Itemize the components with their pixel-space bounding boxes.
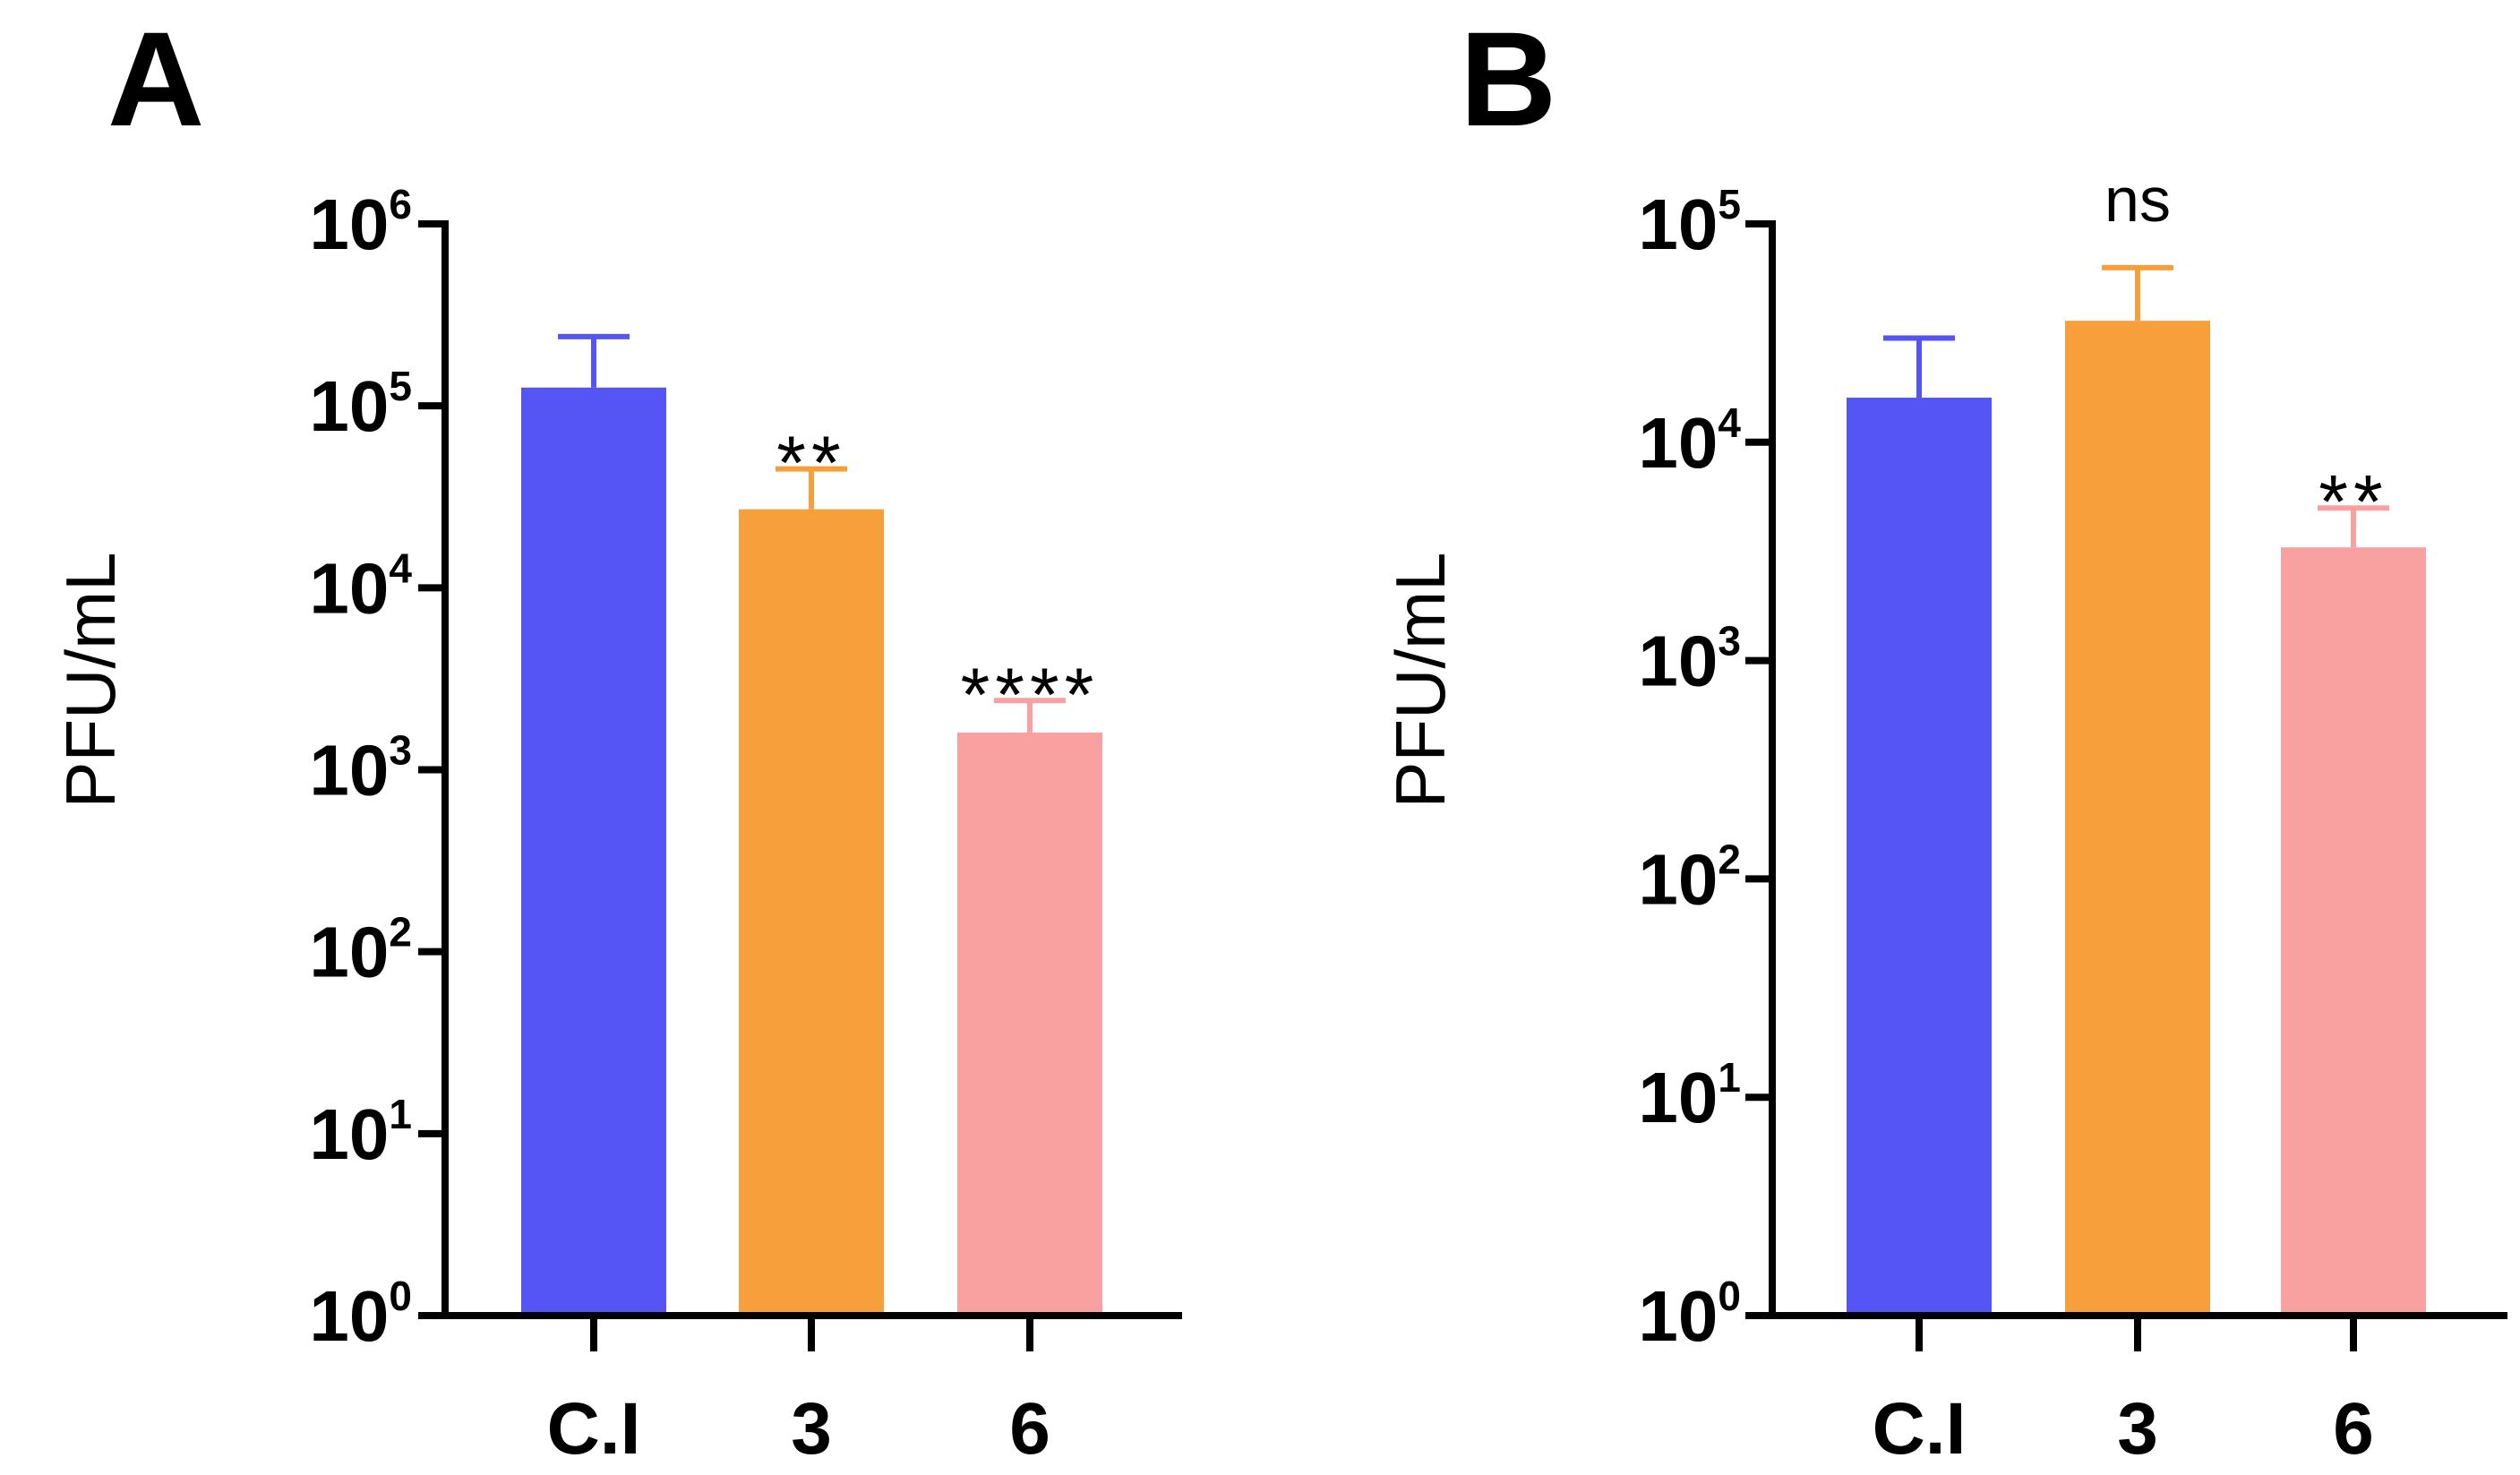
y-tick-base: 10 (1638, 839, 1718, 919)
y-tick-label: 102 (1638, 836, 1741, 919)
y-tick-exponent: 5 (389, 363, 412, 409)
y-tick-exponent: 3 (1718, 618, 1741, 665)
bar-6 (957, 733, 1102, 1316)
x-tick-label: 6 (1009, 1388, 1050, 1470)
y-tick-base: 10 (309, 1094, 389, 1174)
y-tick-exponent: 4 (389, 545, 412, 591)
y-tick-label: 103 (309, 727, 412, 810)
y-tick-base: 10 (1638, 184, 1718, 264)
bar-3 (739, 509, 884, 1316)
y-tick-exponent: 0 (389, 1273, 412, 1319)
x-tick-label: C.I (1873, 1388, 1967, 1470)
y-tick-label: 101 (1638, 1054, 1741, 1137)
y-axis-title: PFU/mL (1381, 552, 1460, 808)
bar-c-i (521, 387, 666, 1316)
y-tick-label: 100 (309, 1273, 412, 1356)
y-tick-base: 10 (309, 548, 389, 628)
y-tick-base: 10 (309, 366, 389, 446)
y-tick-exponent: 2 (389, 909, 412, 956)
y-tick-exponent: 2 (1718, 836, 1741, 882)
y-tick-exponent: 1 (389, 1091, 412, 1137)
y-tick-base: 10 (1638, 622, 1718, 701)
y-tick-base: 10 (1638, 1058, 1718, 1137)
y-tick-base: 10 (1638, 403, 1718, 483)
x-tick-label: 6 (2333, 1388, 2374, 1470)
y-tick-base: 10 (309, 731, 389, 810)
y-tick-label: 104 (1638, 399, 1741, 483)
y-tick-base: 10 (309, 1276, 389, 1356)
bar-3 (2065, 321, 2210, 1316)
y-tick-base: 10 (1638, 1276, 1718, 1356)
x-tick-label: C.I (547, 1388, 641, 1470)
bar-c-i (1847, 398, 1992, 1316)
y-tick-label: 106 (309, 181, 412, 264)
panel-letter: A (107, 4, 204, 154)
significance-label: **** (961, 652, 1100, 736)
y-tick-exponent: 1 (1718, 1054, 1741, 1101)
y-tick-exponent: 6 (389, 181, 412, 227)
y-tick-base: 10 (309, 184, 389, 264)
x-tick-label: 3 (791, 1388, 832, 1470)
y-tick-label: 100 (1638, 1273, 1741, 1356)
significance-label: ** (2319, 459, 2387, 544)
x-tick-label: 3 (2117, 1388, 2158, 1470)
y-tick-label: 101 (309, 1091, 412, 1174)
y-tick-exponent: 4 (1718, 399, 1741, 446)
bar-6 (2281, 547, 2426, 1316)
y-axis-title: PFU/mL (51, 552, 130, 808)
y-tick-exponent: 0 (1718, 1273, 1741, 1319)
y-tick-base: 10 (309, 913, 389, 992)
y-tick-label: 104 (309, 545, 412, 628)
y-tick-label: 105 (309, 363, 412, 446)
panel-letter: B (1460, 4, 1556, 154)
significance-label: ** (776, 421, 845, 505)
y-tick-label: 105 (1638, 181, 1741, 264)
significance-label: ns (2104, 165, 2171, 235)
y-tick-label: 103 (1638, 618, 1741, 701)
y-tick-exponent: 3 (389, 727, 412, 774)
y-tick-label: 102 (309, 909, 412, 992)
y-tick-exponent: 5 (1718, 181, 1741, 227)
